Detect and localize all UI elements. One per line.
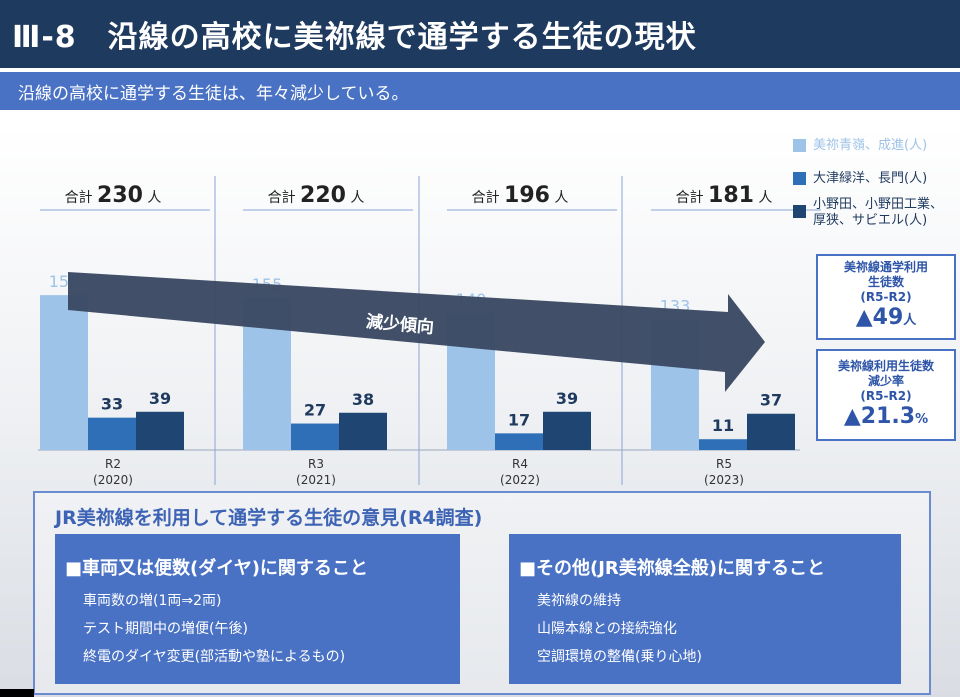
page-title: Ⅲ-8 沿線の高校に美祢線で通学する生徒の現状 xyxy=(12,20,697,55)
category-year-label: (2020) xyxy=(93,473,133,487)
box-title-line2: 減少率 xyxy=(867,374,904,388)
category-year-label: (2022) xyxy=(500,473,540,487)
panel-item: テスト期間中の増便(午後) xyxy=(83,621,248,637)
opinions-title: JR美祢線を利用して通学する生徒の意見(R4調査) xyxy=(55,507,483,529)
legend-swatch xyxy=(793,205,806,218)
bar-series2 xyxy=(291,423,339,450)
box-title-line1: 美祢線利用生徒数 xyxy=(837,359,934,373)
category-label: R4 xyxy=(512,457,528,471)
decrease-rate-box: 美祢線利用生徒数 減少率 (R5-R2) ▲21.3% xyxy=(816,349,956,441)
box-unit: % xyxy=(915,412,929,427)
data-label: 33 xyxy=(101,395,123,414)
bar-series3 xyxy=(747,413,795,450)
category-year-label: (2021) xyxy=(296,473,336,487)
panel-item: 山陽本線との接続強化 xyxy=(537,621,677,637)
legend-label-line2: 厚狭、サビエル(人) xyxy=(813,213,928,228)
box-unit: 人 xyxy=(903,313,917,328)
box-value: ▲21.3 xyxy=(843,404,916,429)
legend-swatch xyxy=(793,172,806,185)
summary-text: 沿線の高校に通学する生徒は、年々減少している。 xyxy=(18,83,409,104)
category-label: R3 xyxy=(308,457,324,471)
panel-item: 車両数の増(1両⇒2両) xyxy=(83,593,222,609)
total-label: 合計 196 人 xyxy=(472,183,569,208)
summary-banner: 沿線の高校に通学する生徒は、年々減少している。 xyxy=(0,72,960,110)
opinions-panel-left: ■車両又は便数(ダイヤ)に関すること 車両数の増(1両⇒2両) テスト期間中の増… xyxy=(55,534,460,684)
trend-arrow xyxy=(68,272,765,392)
data-label: 37 xyxy=(760,391,782,410)
data-label: 39 xyxy=(149,389,171,408)
total-label: 合計 181 人 xyxy=(676,183,773,208)
legend-swatch xyxy=(793,139,806,152)
bar-series3 xyxy=(136,411,184,450)
corner-mark xyxy=(0,689,34,697)
panel-title: ■その他(JR美祢線全般)に関すること xyxy=(519,558,826,579)
bar-series1 xyxy=(40,295,88,450)
box-title-line1: 美祢線通学利用 xyxy=(843,260,928,274)
students-decrease-box: 美祢線通学利用 生徒数 (R5-R2) ▲49人 xyxy=(816,254,956,340)
bar-series2 xyxy=(495,433,543,450)
data-label: 11 xyxy=(712,416,734,435)
panel-item: 美祢線の維持 xyxy=(537,593,621,609)
legend-label: 大津緑洋、長門(人) xyxy=(813,171,928,186)
total-label: 合計 220 人 xyxy=(268,183,365,208)
bar-series3 xyxy=(543,411,591,450)
total-label: 合計 230 人 xyxy=(65,183,162,208)
box-title-line3: (R5-R2) xyxy=(860,290,912,304)
box-value: ▲49 xyxy=(855,305,904,330)
bar-series2 xyxy=(699,439,747,450)
panel-item: 終電のダイヤ変更(部活動や塾によるもの) xyxy=(83,649,346,665)
bar-series3 xyxy=(339,412,387,450)
panel-title: ■車両又は便数(ダイヤ)に関すること xyxy=(65,558,368,579)
legend-label-line1: 小野田、小野田工業、 xyxy=(813,197,944,212)
legend-label: 小野田、小野田工業、 厚狭、サビエル(人) xyxy=(813,197,943,229)
opinions-panel-right: ■その他(JR美祢線全般)に関すること 美祢線の維持 山陽本線との接続強化 空調… xyxy=(509,534,901,684)
box-title-line3: (R5-R2) xyxy=(860,389,912,403)
category-label: R5 xyxy=(716,457,732,471)
data-label: 17 xyxy=(508,410,530,429)
data-label: 39 xyxy=(556,389,578,408)
category-label: R2 xyxy=(105,457,121,471)
bar-series2 xyxy=(88,417,136,450)
data-label: 27 xyxy=(304,401,326,420)
data-label: 38 xyxy=(352,390,374,409)
page-header: Ⅲ-8 沿線の高校に美祢線で通学する生徒の現状 xyxy=(0,0,960,68)
panel-item: 空調環境の整備(乗り心地) xyxy=(537,649,702,665)
legend-label: 美祢青嶺、成進(人) xyxy=(813,138,928,153)
box-title-line2: 生徒数 xyxy=(867,275,904,289)
category-year-label: (2023) xyxy=(704,473,744,487)
